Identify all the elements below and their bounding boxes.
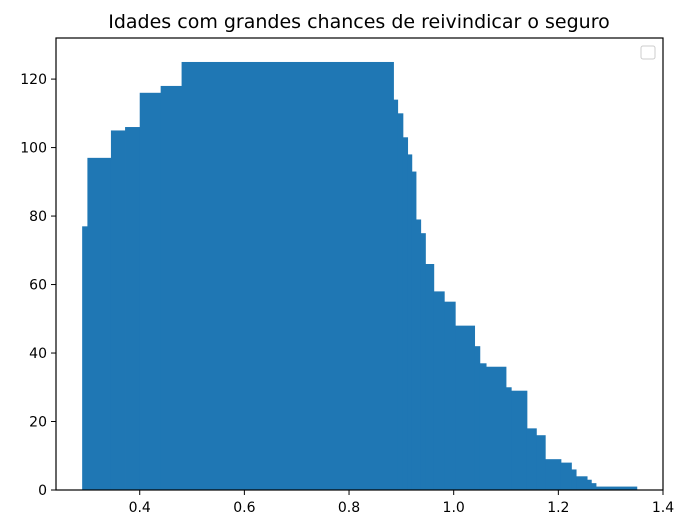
bar-8 [397,113,404,490]
bar-2 [110,130,126,490]
plot-frame [55,37,664,491]
bar-21 [506,387,512,490]
bar-22 [511,390,528,490]
bar-25 [545,459,562,490]
y-tick-label: 100 [20,141,47,157]
bar-20 [486,366,507,490]
bar-3 [125,127,141,490]
bar-30 [591,483,597,490]
x-tick-label: 0.4 [129,500,151,516]
bar-0 [82,226,88,490]
bar-19 [479,363,487,490]
bar-12 [416,219,422,491]
y-axis: 0 20 40 60 80 100 120 [20,72,56,499]
bar-17 [455,325,476,490]
bar-7 [393,99,399,490]
bar-18 [474,346,481,490]
x-tick-label: 0.6 [233,500,255,516]
bar-23 [526,428,537,490]
bar-27 [571,469,577,490]
bar-24 [536,435,546,490]
x-tick-label: 0.8 [338,500,360,516]
x-tick-label: 1.4 [652,500,674,516]
bar-31 [596,486,638,490]
x-tick-label: 1.0 [443,500,465,516]
y-tick-label: 0 [38,483,47,499]
y-tick-label: 20 [29,415,47,431]
y-tick-label: 80 [29,209,47,225]
bar-6 [181,61,394,490]
bar-4 [139,92,162,490]
bar-9 [402,137,409,491]
bar-13 [420,233,426,490]
bar-28 [576,476,588,490]
bar-11 [411,171,417,491]
legend-box [640,45,656,60]
y-tick-label: 120 [20,72,47,88]
bar-16 [444,301,456,490]
x-axis: 0.4 0.6 0.8 1.0 1.2 1.4 [129,490,674,516]
bar-10 [407,154,413,491]
bar-26 [560,462,572,490]
y-tick-label: 60 [29,278,47,294]
bar-series [82,61,638,491]
y-tick-label: 40 [29,346,47,362]
bar-29 [587,479,592,490]
x-tick-label: 1.2 [547,500,569,516]
bar-15 [433,291,445,490]
bar-5 [160,85,182,490]
bar-14 [425,264,435,490]
bar-1 [87,157,112,490]
chart-title: Idades com grandes chances de reivindica… [108,11,609,33]
